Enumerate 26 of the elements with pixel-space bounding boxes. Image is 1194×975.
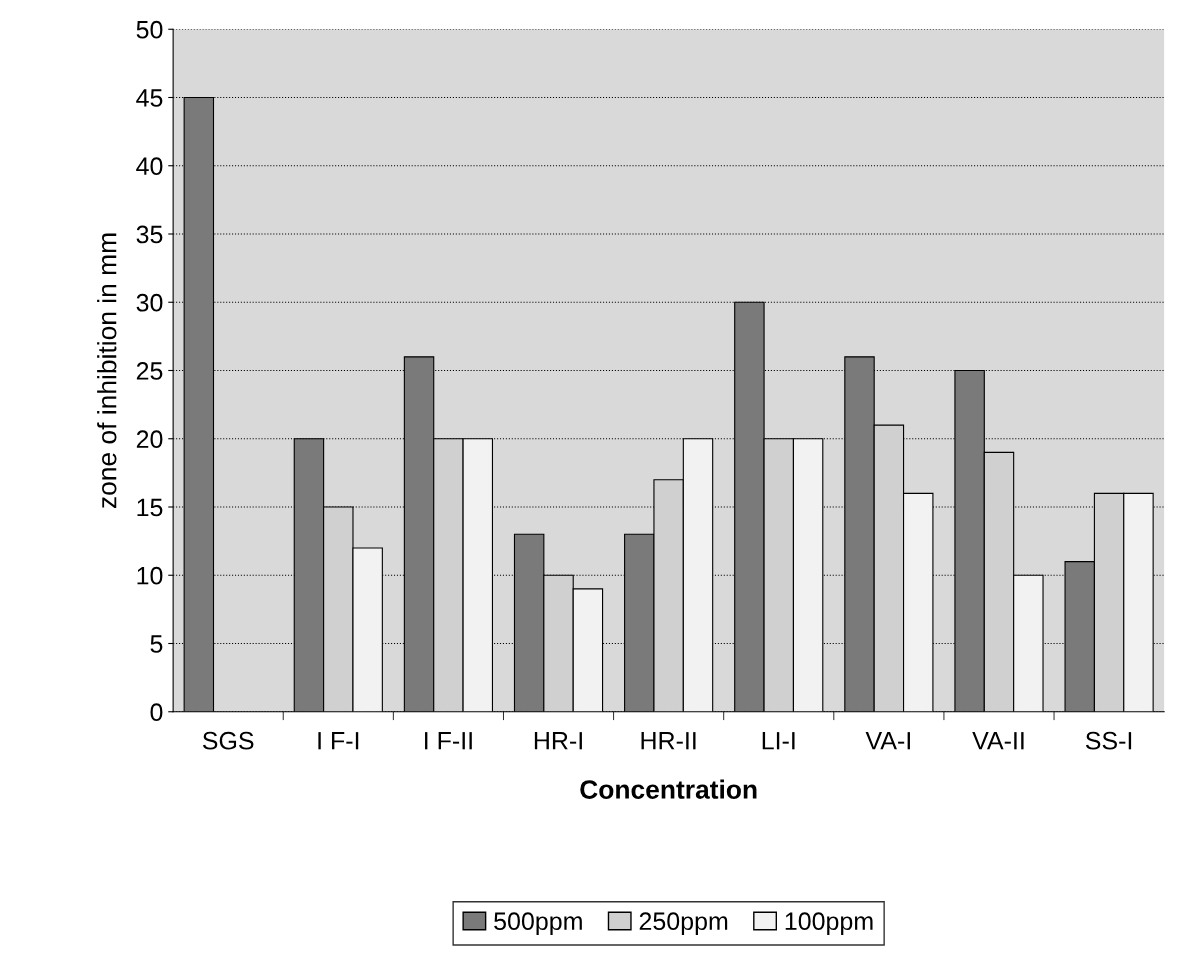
y-axis-title: zone of inhibition in mm [97, 233, 117, 509]
y-tick-label: 40 [136, 157, 163, 176]
x-tick-label: SS-I [1085, 731, 1132, 750]
x-tick-label: SGS [202, 731, 254, 750]
y-tick-label: 50 [136, 20, 163, 39]
legend-label: 500ppm [494, 912, 582, 935]
y-tick-label: 0 [150, 703, 163, 722]
y-tick-label: 20 [136, 430, 163, 449]
y-tick-label: 30 [136, 293, 163, 312]
y-tick-label: 25 [136, 362, 163, 380]
x-tick-label: VA-II [972, 732, 1024, 750]
y-tick-label: 15 [137, 498, 163, 517]
x-axis-title: Concentration [580, 779, 757, 799]
x-tick-label: HR-II [641, 732, 696, 750]
x-tick-label: I F-I [318, 732, 359, 750]
y-tick-label: 10 [137, 566, 163, 585]
legend-label: 250ppm [639, 912, 728, 935]
y-tick-label: 45 [136, 89, 163, 107]
y-tick-label: 5 [150, 635, 163, 653]
x-tick-label: VA-I [865, 732, 910, 750]
x-tick-label: HR-I [534, 732, 582, 750]
x-tick-label: LI-I [762, 732, 795, 750]
x-tick-label: I F-II [425, 732, 472, 750]
legend-label: 100ppm [785, 912, 873, 935]
y-tick-label: 35 [136, 225, 163, 244]
bar [183, 96, 215, 712]
